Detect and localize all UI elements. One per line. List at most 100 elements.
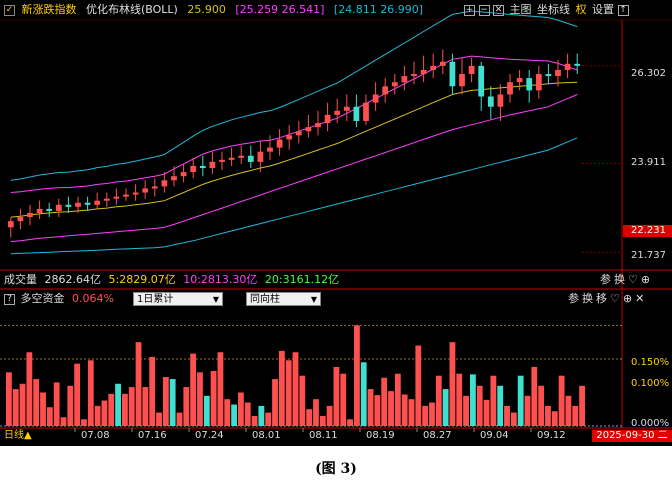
date-label: 08.11 [309, 430, 338, 441]
heart-icon[interactable]: ♡ [628, 273, 641, 286]
period-dropdown[interactable]: 1日累计 ▼ [133, 292, 223, 306]
zoom-icon[interactable]: ⊕ [640, 273, 654, 286]
arrow-up-icon[interactable]: ↑ [617, 4, 629, 16]
candle-body [17, 217, 24, 222]
fund-bar [190, 353, 197, 426]
candle-body [123, 194, 129, 197]
candle-body [382, 86, 389, 95]
candle-body [190, 165, 197, 173]
fund-bar [197, 372, 203, 426]
fund-bar [531, 366, 538, 426]
panel2-controls: 参换移♡⊕✕ [568, 292, 647, 306]
rights-button[interactable]: 权 [575, 3, 587, 16]
candle-body [324, 114, 331, 124]
candle-body [555, 69, 561, 77]
candle-body [46, 208, 53, 211]
fund-bar [210, 371, 217, 426]
fund-bar [388, 391, 394, 426]
zoom-icon[interactable]: ⊕ [622, 292, 636, 305]
fund-bar [142, 387, 149, 426]
candle-body [199, 165, 206, 169]
heart-icon[interactable]: ♡ [610, 292, 623, 305]
candle-body [315, 123, 321, 128]
price-label-mid: 23.911 [631, 157, 666, 168]
settings-button[interactable]: 设置 [592, 3, 614, 16]
candle-body [574, 63, 581, 66]
date-label: 09.12 [537, 430, 566, 441]
fund-bar [87, 360, 94, 426]
help-icon[interactable]: ? [4, 293, 15, 305]
candle-body [27, 212, 33, 218]
fund-bar [517, 375, 524, 426]
panel2-axis-150: 0.150% [631, 357, 670, 368]
boll-outer-upper-line [10, 10, 578, 181]
date-label: 07.16 [138, 430, 167, 441]
fund-bar [122, 393, 128, 426]
date-label: 08.01 [252, 430, 281, 441]
boll-upper-line [10, 55, 578, 193]
fund-bar [101, 400, 108, 426]
panel2-axis-0: 0.000% [631, 418, 670, 429]
candle-body [439, 61, 446, 66]
boll-lower-line [10, 94, 578, 243]
switch-button[interactable]: 换 [582, 292, 596, 305]
candle-body [209, 161, 216, 169]
main-chart-button[interactable]: 主图 [509, 3, 532, 16]
panel2-title[interactable]: 多空资金 [20, 292, 65, 305]
chevron-down-icon: ▼ [212, 295, 219, 304]
fund-bar [538, 385, 545, 426]
candle-body [132, 192, 139, 195]
chart-title: 新涨跌指数 [21, 3, 77, 16]
candle-body [497, 94, 504, 107]
close-icon[interactable]: ✕ [635, 292, 648, 305]
fund-bar [360, 362, 367, 426]
fund-bar [231, 404, 237, 426]
indicator-name[interactable]: 优化布林线(BOLL) [86, 3, 178, 16]
params-button[interactable]: 参 [600, 273, 614, 286]
style-dropdown[interactable]: 同向柱 ▼ [246, 292, 321, 306]
fund-bar [60, 417, 67, 426]
fund-bar [401, 394, 408, 426]
fund-bar [415, 345, 422, 426]
candle-body [487, 96, 494, 107]
move-button[interactable]: 移 [596, 292, 610, 305]
fund-bar [292, 352, 299, 426]
fund-bar [203, 395, 210, 426]
coordinate-button[interactable]: 坐标线 [537, 3, 570, 16]
candle-body [478, 65, 485, 97]
fund-bar [470, 374, 476, 426]
style-dropdown-label: 同向柱 [250, 294, 280, 305]
fund-bar [12, 389, 19, 426]
plus-icon[interactable]: + [464, 4, 475, 16]
params-button[interactable]: 参 [568, 292, 582, 305]
candle-body [516, 78, 523, 83]
candle-body [7, 221, 14, 228]
fund-bar [265, 412, 272, 426]
period-label[interactable]: 日线▲ [4, 430, 32, 441]
volume-controls: 参换♡⊕ [600, 273, 653, 287]
candle-body [420, 69, 427, 75]
check-icon[interactable]: ✓ [4, 4, 15, 16]
minus-icon[interactable]: − [478, 4, 490, 16]
fund-bar [149, 356, 156, 426]
candle-body [84, 202, 91, 205]
candle-body [295, 131, 302, 136]
close-icon[interactable]: ✕ [493, 4, 504, 16]
candle-body [564, 63, 571, 70]
boll-mid-value: 25.900 [187, 3, 226, 16]
candle-body [180, 172, 187, 177]
fund-bar [19, 383, 26, 426]
fund-bar [429, 402, 435, 426]
fund-bar [278, 350, 285, 426]
fund-bar [46, 407, 53, 426]
fund-bar [579, 385, 585, 426]
stock-chart-window: ✓ 新涨跌指数 优化布林线(BOLL) 25.900 [25.259 26.54… [0, 0, 672, 446]
boll-outer-lower-line [10, 137, 578, 255]
volume-label: 成交量 [4, 273, 37, 286]
last-date-label: 2025-09-30 二 [592, 430, 672, 442]
candle-body [343, 106, 350, 111]
fund-bar [422, 405, 429, 426]
fund-bar [244, 402, 251, 426]
fund-bar [94, 405, 101, 426]
switch-button[interactable]: 换 [614, 273, 628, 286]
